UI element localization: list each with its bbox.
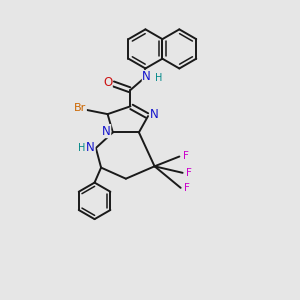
Text: N: N	[150, 108, 159, 121]
Text: F: F	[183, 151, 189, 161]
Text: Br: Br	[74, 103, 86, 113]
Text: N: N	[86, 141, 95, 154]
Text: F: F	[186, 168, 192, 178]
Text: F: F	[184, 184, 190, 194]
Text: H: H	[155, 73, 162, 83]
Text: H: H	[78, 143, 85, 153]
Text: O: O	[103, 76, 112, 89]
Text: N: N	[102, 124, 111, 138]
Text: N: N	[142, 70, 151, 83]
